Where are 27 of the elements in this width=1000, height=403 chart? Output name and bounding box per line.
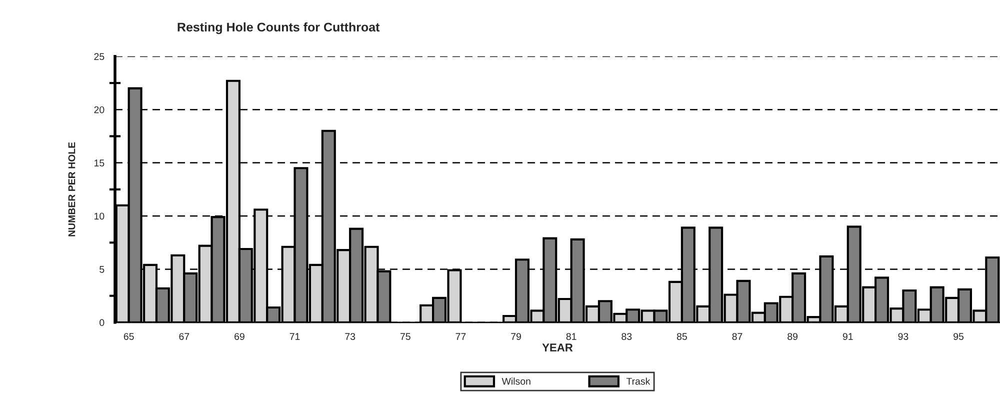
x-tick-label: 75 bbox=[400, 333, 410, 340]
x-tick-label: 89 bbox=[788, 333, 798, 340]
x-tick-label: 65 bbox=[124, 333, 134, 340]
x-tick-label: 87 bbox=[732, 333, 742, 340]
x-tick-label: 69 bbox=[234, 333, 244, 340]
legend-label: Wilson bbox=[502, 378, 530, 385]
y-tick-label: 10 bbox=[94, 212, 104, 220]
x-tick-label: 73 bbox=[345, 333, 356, 340]
x-tick-label: 95 bbox=[954, 333, 964, 340]
y-axis-title: NUMBER PER HOLE bbox=[68, 142, 76, 236]
x-tick-label: 79 bbox=[511, 333, 521, 340]
chart-title: Resting Hole Counts for Cutthroat bbox=[178, 22, 380, 34]
x-tick-label: 83 bbox=[622, 333, 632, 340]
y-tick-label: 5 bbox=[100, 266, 104, 273]
y-tick-label: 0 bbox=[100, 319, 104, 326]
y-tick-label: 25 bbox=[94, 53, 104, 60]
y-tick-label: 20 bbox=[94, 106, 104, 114]
x-tick-label: 93 bbox=[898, 333, 908, 340]
x-tick-label: 85 bbox=[676, 333, 687, 340]
x-axis-title: YEAR bbox=[542, 344, 573, 352]
x-tick-label: 81 bbox=[566, 333, 576, 340]
x-tick-label: 77 bbox=[456, 333, 466, 340]
x-tick-label: 67 bbox=[179, 333, 190, 340]
x-tick-label: 91 bbox=[842, 333, 853, 340]
y-tick-label: 15 bbox=[94, 160, 104, 166]
x-tick-label: 71 bbox=[290, 333, 300, 340]
legend-label: Trask bbox=[626, 378, 650, 385]
